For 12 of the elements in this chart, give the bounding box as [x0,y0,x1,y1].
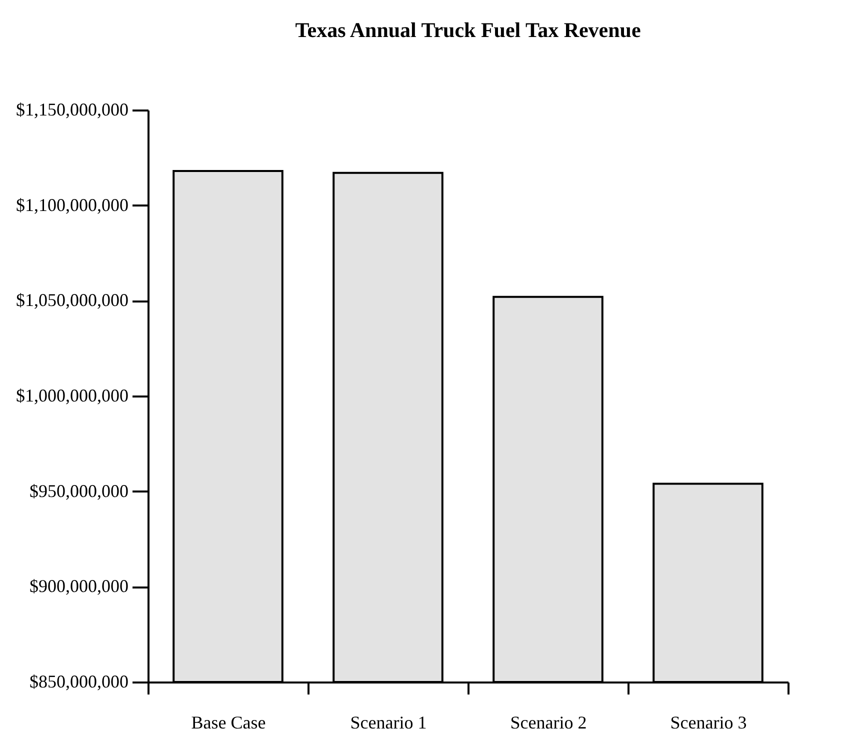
y-tick-label: $900,000,000 [30,576,128,596]
y-tick-label: $850,000,000 [30,672,128,692]
y-tick-label: $1,100,000,000 [16,194,128,215]
y-tick-label: $950,000,000 [30,480,128,501]
x-tick-label: Base Case [191,712,266,732]
chart-title: Texas Annual Truck Fuel Tax Revenue [295,18,641,42]
y-tick-label: $1,000,000,000 [16,386,128,406]
x-tick-label: Scenario 1 [350,712,427,732]
y-tick-label: $1,150,000,000 [16,100,128,120]
x-tick-label: Scenario 2 [510,712,587,732]
x-tick-label: Scenario 3 [670,712,747,732]
y-tick-label: $1,050,000,000 [16,290,128,310]
